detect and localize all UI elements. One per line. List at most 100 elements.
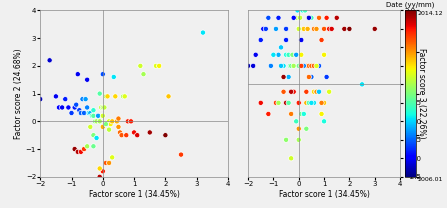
- Point: [313, 64, 320, 68]
- Point: [109, 120, 116, 123]
- Point: [293, 53, 300, 56]
- Point: [300, 64, 308, 68]
- Point: [283, 138, 290, 141]
- Point: [177, 153, 185, 156]
- Point: [320, 101, 328, 104]
- Point: [260, 27, 267, 31]
- Point: [287, 90, 295, 93]
- Point: [286, 64, 293, 68]
- Point: [46, 59, 53, 62]
- Point: [114, 120, 121, 123]
- Point: [84, 106, 91, 109]
- Point: [270, 53, 277, 56]
- Point: [308, 64, 315, 68]
- Point: [303, 127, 310, 130]
- Point: [272, 27, 279, 31]
- Point: [323, 75, 330, 79]
- Point: [140, 73, 147, 76]
- Point: [262, 27, 270, 31]
- Point: [290, 90, 297, 93]
- Point: [199, 31, 207, 34]
- Point: [87, 111, 94, 115]
- Point: [323, 16, 330, 20]
- Point: [99, 170, 106, 173]
- Point: [80, 111, 88, 115]
- Point: [293, 53, 300, 56]
- Point: [74, 73, 81, 76]
- Point: [358, 83, 366, 86]
- Point: [305, 75, 312, 79]
- Point: [110, 75, 117, 79]
- Point: [283, 101, 290, 104]
- Point: [272, 101, 279, 104]
- Point: [325, 27, 333, 31]
- Point: [298, 112, 305, 116]
- Point: [287, 157, 295, 160]
- Point: [99, 106, 106, 109]
- Point: [249, 64, 257, 68]
- Point: [115, 125, 122, 129]
- Point: [72, 103, 80, 106]
- Point: [320, 120, 328, 123]
- Point: [283, 38, 290, 42]
- Point: [102, 161, 110, 165]
- Point: [295, 127, 302, 130]
- Point: [91, 120, 98, 123]
- Point: [300, 112, 308, 116]
- Point: [316, 90, 323, 93]
- Point: [84, 145, 91, 148]
- Point: [270, 53, 277, 56]
- Point: [134, 134, 141, 137]
- Point: [303, 90, 310, 93]
- Point: [90, 145, 97, 148]
- Point: [102, 95, 110, 98]
- Point: [290, 16, 297, 20]
- Point: [303, 101, 310, 104]
- Point: [265, 112, 272, 116]
- Point: [283, 27, 290, 31]
- Point: [99, 125, 106, 129]
- Point: [293, 120, 300, 123]
- Point: [146, 131, 153, 134]
- Point: [299, 9, 306, 12]
- Point: [318, 101, 325, 104]
- Point: [280, 75, 287, 79]
- Point: [308, 75, 315, 79]
- Y-axis label: Factor score 2 (24.68%): Factor score 2 (24.68%): [14, 48, 23, 139]
- Point: [156, 64, 163, 68]
- Point: [105, 120, 113, 123]
- Point: [265, 16, 272, 20]
- Point: [287, 112, 295, 116]
- Point: [305, 101, 312, 104]
- Point: [267, 64, 274, 68]
- Point: [89, 114, 96, 118]
- Point: [316, 16, 323, 20]
- Point: [37, 98, 44, 101]
- Point: [310, 101, 317, 104]
- Point: [82, 98, 89, 101]
- Point: [278, 46, 285, 49]
- Point: [68, 111, 75, 115]
- Point: [59, 106, 66, 109]
- Point: [96, 167, 103, 170]
- Point: [105, 128, 113, 131]
- Point: [107, 123, 114, 126]
- Point: [245, 64, 252, 68]
- Point: [305, 64, 312, 68]
- Point: [298, 64, 305, 68]
- Point: [65, 106, 72, 109]
- Point: [310, 27, 317, 31]
- Point: [85, 111, 93, 115]
- Point: [275, 53, 282, 56]
- Point: [90, 134, 97, 137]
- Text: 2014.12: 2014.12: [418, 11, 443, 16]
- Point: [127, 120, 135, 123]
- Point: [298, 53, 305, 56]
- Point: [308, 16, 315, 20]
- Point: [285, 101, 292, 104]
- Point: [109, 156, 116, 159]
- Point: [298, 38, 305, 42]
- Point: [99, 114, 106, 118]
- Point: [301, 9, 308, 12]
- Point: [313, 90, 320, 93]
